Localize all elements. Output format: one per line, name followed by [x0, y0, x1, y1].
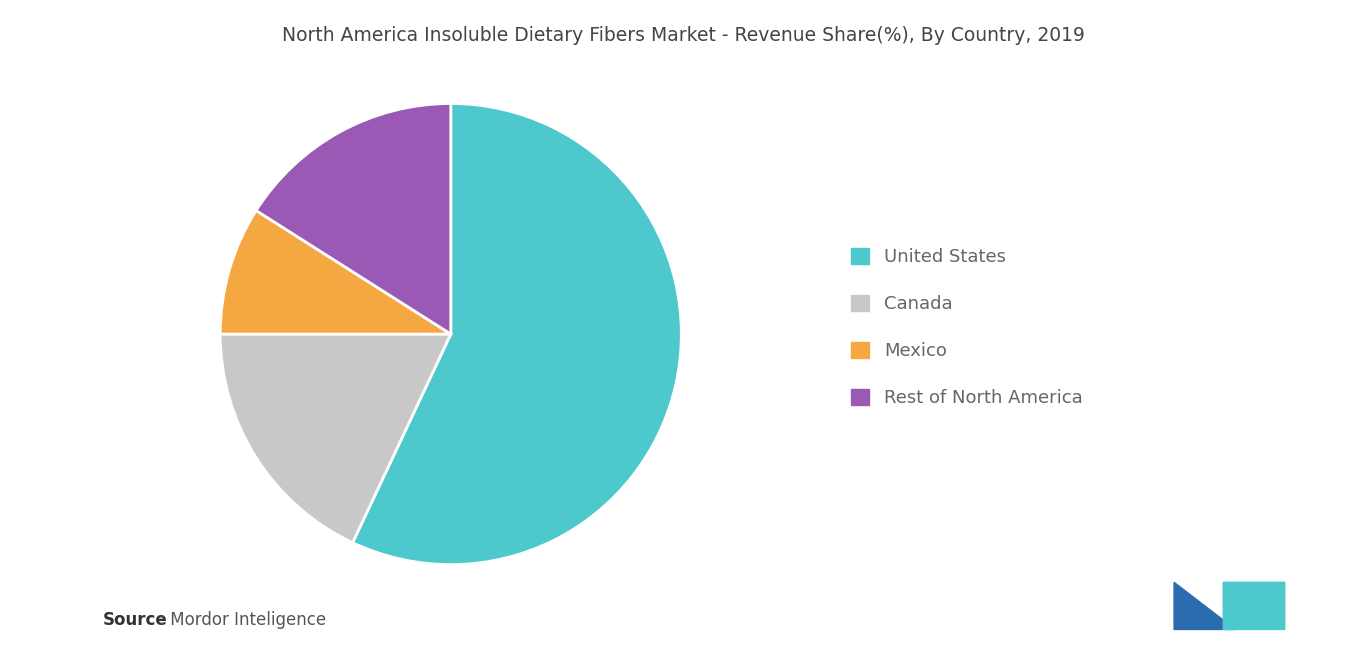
- Polygon shape: [1175, 582, 1236, 629]
- Polygon shape: [1224, 582, 1284, 629]
- Wedge shape: [220, 210, 451, 334]
- Polygon shape: [1224, 582, 1284, 629]
- Text: North America Insoluble Dietary Fibers Market - Revenue Share(%), By Country, 20: North America Insoluble Dietary Fibers M…: [281, 26, 1085, 45]
- Wedge shape: [352, 103, 682, 565]
- Text: : Mordor Inteligence: : Mordor Inteligence: [154, 611, 326, 629]
- Legend: United States, Canada, Mexico, Rest of North America: United States, Canada, Mexico, Rest of N…: [843, 238, 1091, 417]
- Text: Source: Source: [102, 611, 167, 629]
- Wedge shape: [255, 103, 451, 334]
- Wedge shape: [220, 334, 451, 542]
